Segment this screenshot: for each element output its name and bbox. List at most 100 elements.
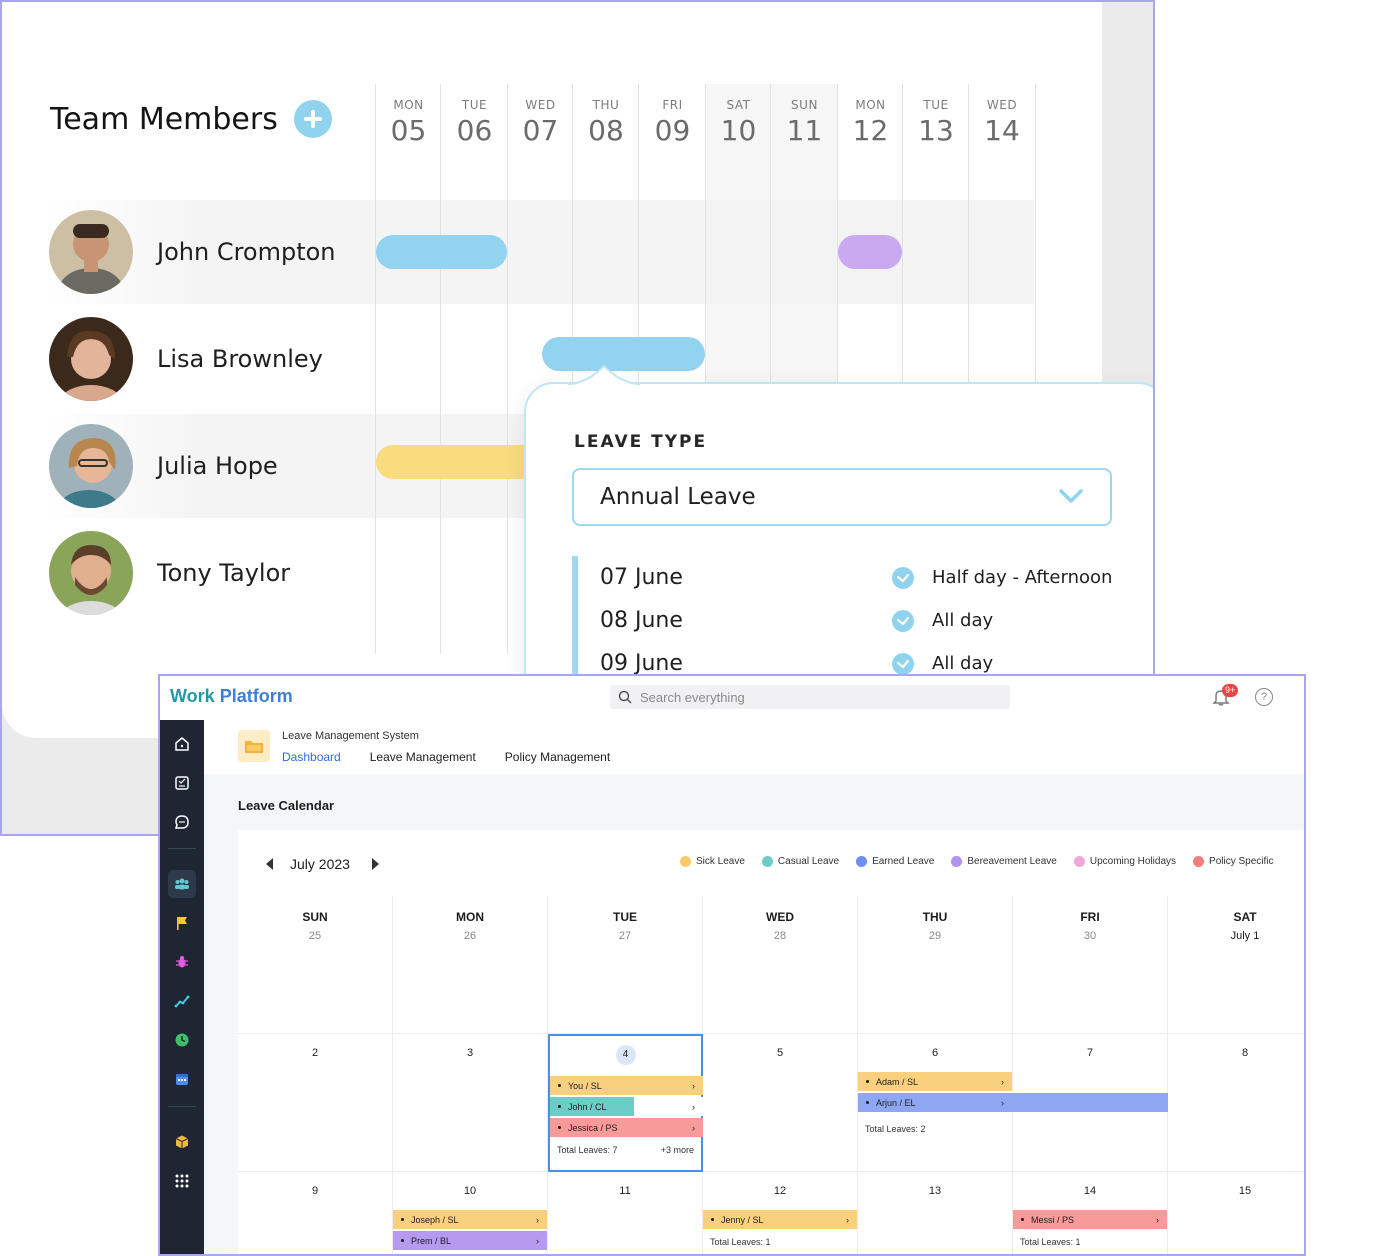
calendar-day[interactable]: FRI 30	[1013, 896, 1168, 1034]
chart-icon[interactable]	[168, 987, 196, 1015]
home-icon[interactable]	[168, 730, 196, 758]
chip-label: Joseph / SL	[411, 1214, 459, 1225]
leave-day-row[interactable]: 07 June Half day - Afternoon	[600, 556, 1153, 599]
leave-chip[interactable]: John / CL ›	[550, 1097, 703, 1116]
day-number: 7	[1086, 1047, 1094, 1059]
legend-item: Bereavement Leave	[951, 856, 1057, 867]
team-members-header: Team Members	[50, 100, 332, 138]
legend-label: Policy Specific	[1209, 856, 1274, 867]
calendar-day[interactable]: MON 26	[393, 896, 548, 1034]
chevron-down-icon	[1059, 489, 1083, 503]
team-icon[interactable]	[168, 870, 196, 898]
day-number: 25	[308, 930, 322, 942]
calendar-day[interactable]: 2	[238, 1034, 393, 1172]
calendar-day[interactable]: 10 Joseph / SL › Prem / BL ›	[393, 1172, 548, 1254]
weekday-label: SAT	[1233, 910, 1257, 924]
leave-day-row[interactable]: 09 June All day	[600, 642, 1153, 685]
leave-chip[interactable]: Jessica / PS ›	[550, 1118, 703, 1137]
chat-icon[interactable]	[168, 808, 196, 836]
avatar	[49, 424, 133, 508]
calendar-day[interactable]: 12 Jenny / SL › Total Leaves: 1	[703, 1172, 858, 1254]
leave-bar[interactable]	[838, 235, 902, 269]
day-number: 05	[390, 114, 427, 147]
avatar	[49, 210, 133, 294]
calendar-day[interactable]: 3	[393, 1034, 548, 1172]
calendar-day[interactable]: 14 Messi / PS › Total Leaves: 1	[1013, 1172, 1168, 1254]
brand-logo[interactable]: Work Platform	[170, 686, 293, 707]
calendar-day[interactable]: SUN 25	[238, 896, 393, 1034]
calendar-day[interactable]: WED 28	[703, 896, 858, 1034]
calendar-day-today[interactable]: 4 You / SL › John / CL › Jessica / PS › Tot…	[548, 1034, 703, 1172]
leave-chip[interactable]: You / SL ›	[550, 1076, 703, 1095]
more-link[interactable]: +3 more	[660, 1145, 694, 1155]
chip-label: Adam / SL	[876, 1076, 919, 1087]
chevron-right-icon: ›	[1001, 1076, 1004, 1087]
member-row[interactable]: John Crompton	[49, 210, 336, 294]
popover-arrow	[568, 364, 640, 385]
plus-icon	[303, 110, 322, 128]
member-name: Lisa Brownley	[157, 345, 323, 373]
leave-chip[interactable]: Prem / BL ›	[393, 1231, 547, 1250]
calendar-day[interactable]: 9	[238, 1172, 393, 1254]
member-row[interactable]: Tony Taylor	[49, 531, 290, 615]
member-row[interactable]: Lisa Brownley	[49, 317, 323, 401]
calendar-day[interactable]: THU 29	[858, 896, 1013, 1034]
leave-bar[interactable]	[376, 235, 507, 269]
leave-type-select[interactable]: Annual Leave	[572, 468, 1112, 526]
leave-bar-selected[interactable]	[542, 337, 705, 371]
help-icon[interactable]: ?	[1255, 688, 1273, 706]
calendar-day[interactable]: 8	[1168, 1034, 1304, 1172]
leave-chip[interactable]: Joseph / SL ›	[393, 1210, 547, 1229]
legend-item: Earned Leave	[856, 856, 934, 867]
calendar-icon[interactable]	[168, 1065, 196, 1093]
next-month-icon[interactable]	[372, 858, 379, 870]
legend-item: Casual Leave	[761, 856, 839, 867]
bug-icon[interactable]	[168, 948, 196, 976]
check-icon	[892, 566, 914, 589]
prev-month-icon[interactable]	[266, 858, 273, 870]
day-name: MON	[393, 98, 424, 112]
tab-dashboard[interactable]: Dashboard	[282, 750, 341, 764]
brand-word-2: Platform	[214, 686, 293, 706]
sidebar-divider	[168, 1106, 196, 1107]
checklist-icon[interactable]	[168, 769, 196, 797]
member-row[interactable]: Julia Hope	[49, 424, 278, 508]
total-leaves: Total Leaves: 1	[1020, 1237, 1081, 1247]
team-members-title: Team Members	[50, 101, 278, 137]
day-number: 13	[928, 1185, 942, 1197]
leave-chip-span[interactable]: Arjun / EL ›	[858, 1093, 1168, 1112]
add-member-button[interactable]	[293, 100, 332, 138]
calendar-day[interactable]: 13	[858, 1172, 1013, 1254]
leave-duration: All day	[932, 653, 994, 674]
leave-chip[interactable]: Adam / SL ›	[858, 1072, 1012, 1091]
top-bar: Work Platform Search everything 9+ ?	[160, 676, 1304, 721]
clock-icon[interactable]	[168, 1026, 196, 1054]
day-number: 6	[931, 1047, 939, 1059]
day-number: 07	[522, 114, 559, 147]
chevron-right-icon: ›	[536, 1235, 539, 1246]
tab-leave-management[interactable]: Leave Management	[369, 750, 476, 764]
legend-dot	[951, 856, 963, 867]
calendar-day[interactable]: 15	[1168, 1172, 1304, 1254]
chevron-right-icon: ›	[692, 1101, 695, 1112]
leave-date: 07 June	[600, 565, 683, 590]
calendar-day[interactable]: TUE 27	[548, 896, 703, 1034]
calendar-day[interactable]: 11	[548, 1172, 703, 1254]
day-number: 09	[654, 114, 691, 147]
box-icon[interactable]	[168, 1128, 196, 1156]
day-number: 13	[918, 114, 954, 147]
apps-grid-icon[interactable]	[168, 1167, 196, 1195]
calendar-day[interactable]: SAT July 1	[1168, 896, 1304, 1034]
leave-date: 08 June	[600, 608, 683, 633]
leave-chip[interactable]: Jenny / SL ›	[703, 1210, 857, 1229]
leave-chip[interactable]: Messi / PS ›	[1013, 1210, 1167, 1229]
day-number: 15	[1238, 1185, 1252, 1197]
calendar-day[interactable]: 5	[703, 1034, 858, 1172]
tab-policy-management[interactable]: Policy Management	[504, 750, 611, 764]
day-number: 14	[1083, 1185, 1097, 1197]
day-number: 3	[466, 1047, 474, 1059]
leave-day-row[interactable]: 08 June All day	[600, 599, 1153, 642]
search-input[interactable]: Search everything	[610, 685, 1010, 709]
flag-icon[interactable]	[168, 909, 196, 937]
leave-duration: All day	[932, 610, 994, 631]
